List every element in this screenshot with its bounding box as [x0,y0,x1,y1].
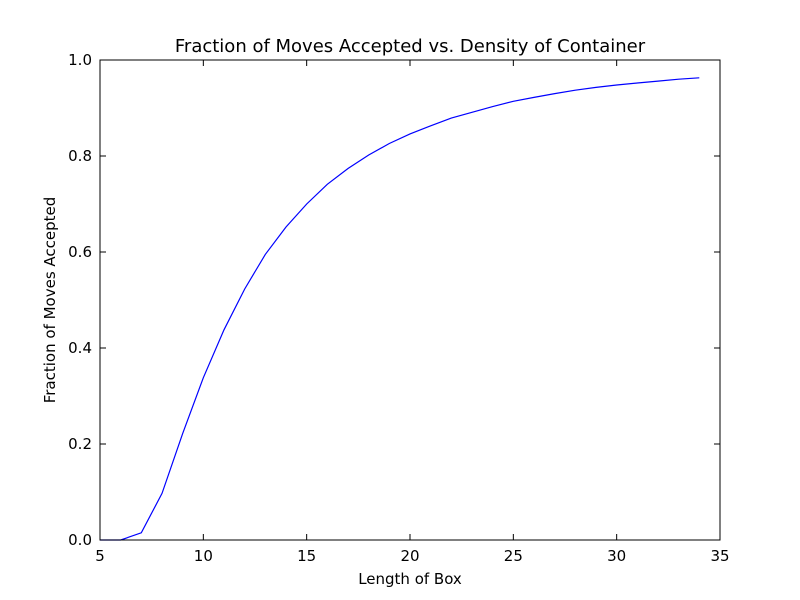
x-tick-label: 35 [710,547,729,565]
y-tick-label: 0.4 [68,339,92,357]
x-axis-label: Length of Box [358,570,462,588]
y-tick-label: 0.0 [68,531,92,549]
y-tick-label: 0.8 [68,147,92,165]
x-tick-label: 30 [607,547,626,565]
x-tick-label: 15 [297,547,316,565]
series-group [100,77,700,541]
series-line [100,77,700,541]
y-axis-label: Fraction of Moves Accepted [41,197,59,404]
axis-ticks: 5 10 15 20 25 30 35 0.0 0.2 0.4 0.6 0.8 1.0 [68,51,729,565]
x-tick-label: 20 [400,547,419,565]
x-tick-label: 5 [95,547,105,565]
y-tick-label: 1.0 [68,51,92,69]
x-tick-label: 25 [504,547,523,565]
y-tick-label: 0.6 [68,243,92,261]
chart-title: Fraction of Moves Accepted vs. Density o… [175,36,646,57]
y-tick-label: 0.2 [68,435,92,453]
plot-frame [99,59,721,541]
x-tick-label: 10 [194,547,213,565]
